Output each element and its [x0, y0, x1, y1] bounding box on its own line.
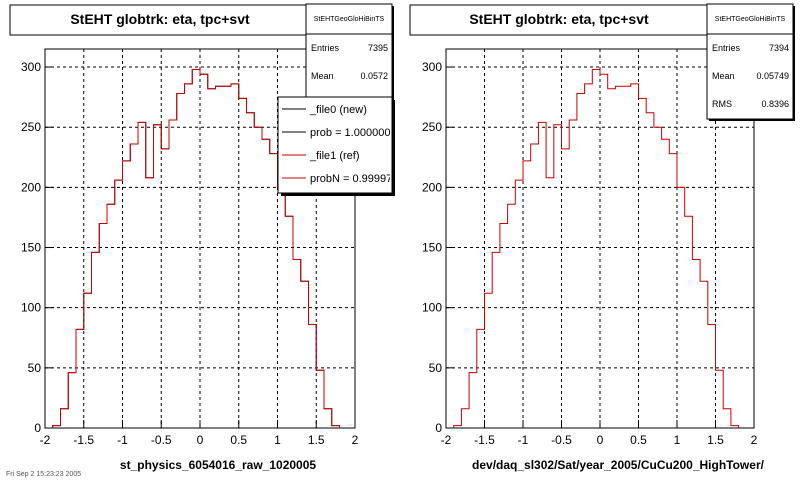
x-tick-label: 0.5: [230, 433, 247, 447]
stats-label: Entries: [311, 43, 340, 53]
footer-timestamp: Fri Sep 2 15:23:23 2005: [6, 471, 81, 478]
y-tick-label: 0: [435, 421, 442, 435]
x-tick-label: 2: [352, 433, 359, 447]
x-tick-label: -0.5: [151, 433, 172, 447]
x-tick-label: -2: [40, 433, 51, 447]
stats-value: 0.0572: [360, 71, 388, 81]
stats-label: Entries: [712, 43, 741, 53]
y-tick-label: 250: [422, 120, 442, 134]
y-tick-label: 50: [28, 361, 42, 375]
y-tick-label: 100: [21, 301, 41, 315]
histogram-series--file1-ref-: [52, 68, 340, 428]
x-tick-label: 1.5: [308, 433, 325, 447]
y-tick-label: 200: [422, 180, 442, 194]
stats-value: 7394: [769, 43, 789, 53]
stats-value: 7395: [368, 43, 388, 53]
x-tick-label: -1: [518, 433, 529, 447]
x-axis-label: dev/daq_sl302/Sat/year_2005/CuCu200_High…: [472, 458, 765, 472]
x-tick-label: 0: [197, 433, 204, 447]
histogram-series-data: [453, 68, 740, 428]
y-tick-label: 0: [34, 421, 41, 435]
legend-label: probN = 0.999977: [310, 173, 398, 185]
legend-label: _file1 (ref): [309, 150, 360, 162]
x-tick-label: 2: [751, 433, 758, 447]
legend-entries: _file0 (new) prob = 1.000000 _file1 (ref) p…: [282, 104, 398, 185]
stats-value: 0.8396: [761, 99, 789, 109]
y-tick-label: 100: [422, 301, 442, 315]
stats-value: 0.05749: [756, 71, 789, 81]
stats-label: Mean: [311, 71, 334, 81]
x-tick-label: 0.5: [630, 433, 647, 447]
stats-label: RMS: [712, 99, 732, 109]
x-tick-label: 1: [274, 433, 281, 447]
y-tick-label: 150: [422, 241, 442, 255]
x-tick-label: 1.5: [707, 433, 724, 447]
x-tick-label: -1.5: [73, 433, 94, 447]
y-tick-label: 50: [429, 361, 443, 375]
right-histogram-panel: -2 -1.5 -1 -0.5 0 0.5 1 1.5 2 0 50 100 150 200 250 300 S…: [409, 3, 795, 472]
x-tick-label: -1.5: [474, 433, 495, 447]
x-tick-label: -0.5: [551, 433, 572, 447]
y-tick-label: 300: [21, 60, 41, 74]
chart-title: StEHT globtrk: eta, tpc+svt: [469, 11, 649, 27]
legend-label: prob = 1.000000: [310, 127, 390, 139]
chart-title: StEHT globtrk: eta, tpc+svt: [70, 11, 250, 27]
title-box: [409, 4, 709, 36]
stats-box: [706, 3, 794, 120]
stats-label: Mean: [712, 71, 735, 81]
left-histogram-panel: -2 -1.5 -1 -0.5 0 0.5 1 1.5 2 0 50 100 150 200 250 300 S…: [9, 3, 398, 472]
stats-box-title: StEHTGeoGloHiBinTS: [715, 16, 786, 23]
x-tick-label: 0: [597, 433, 604, 447]
x-axis-label: st_physics_6054016_raw_1020005: [120, 458, 316, 472]
y-tick-label: 250: [21, 120, 41, 134]
title-box: [9, 4, 311, 36]
y-tick-label: 150: [21, 241, 41, 255]
x-tick-label: -1: [117, 433, 128, 447]
y-tick-label: 300: [422, 60, 442, 74]
x-tick-label: 1: [674, 433, 681, 447]
x-tick-label: -2: [441, 433, 452, 447]
legend-box: [277, 96, 393, 194]
stats-box-title: StEHTGeoGloHiBinTS: [314, 16, 385, 23]
legend-label: _file0 (new): [309, 104, 367, 116]
plot-frame: [445, 48, 755, 429]
y-tick-label: 200: [21, 180, 41, 194]
